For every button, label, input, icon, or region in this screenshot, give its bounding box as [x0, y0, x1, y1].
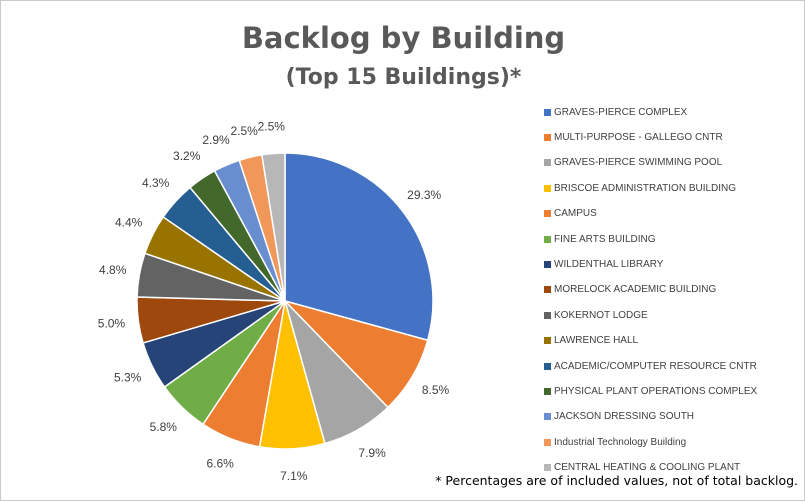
- legend-item: PHYSICAL PLANT OPERATIONS COMPLEX: [544, 384, 757, 398]
- legend-swatch: [544, 464, 551, 472]
- legend-label: BRISCOE ADMINISTRATION BUILDING: [554, 182, 737, 194]
- legend-item: MULTI-PURPOSE - GALLEGO CNTR: [544, 130, 723, 144]
- slice-data-label: 2.9%: [202, 133, 230, 147]
- chart-title: Backlog by Building: [241, 21, 566, 55]
- legend-swatch: [544, 362, 551, 370]
- legend-item: ACADEMIC/COMPUTER RESOURCE CNTR: [544, 359, 757, 373]
- legend-swatch: [544, 286, 551, 294]
- legend-swatch: [544, 184, 551, 192]
- legend-swatch: [544, 260, 551, 268]
- legend-label: MORELOCK ACADEMIC BUILDING: [554, 284, 717, 296]
- legend-swatch: [544, 133, 551, 141]
- legend-label: WILDENTHAL LIBRARY: [554, 258, 664, 270]
- legend-swatch: [544, 438, 551, 446]
- slice-data-label: 4.4%: [115, 215, 143, 229]
- chart-subtitle: (Top 15 Buildings)*: [285, 65, 522, 90]
- legend-label: ACADEMIC/COMPUTER RESOURCE CNTR: [554, 360, 757, 372]
- legend-item: MORELOCK ACADEMIC BUILDING: [544, 283, 716, 297]
- legend-item: WILDENTHAL LIBRARY: [544, 257, 663, 271]
- slice-data-label: 29.3%: [407, 188, 441, 202]
- legend-swatch: [544, 337, 551, 345]
- slice-data-label: 5.8%: [150, 420, 178, 434]
- legend-item: KOKERNOT LODGE: [544, 308, 648, 322]
- legend-label: JACKSON DRESSING SOUTH: [554, 411, 695, 423]
- legend-item: Industrial Technology Building: [544, 435, 686, 449]
- legend-label: GRAVES-PIERCE SWIMMING POOL: [554, 157, 723, 169]
- slice-data-label: 7.9%: [358, 446, 386, 460]
- slice-data-label: 7.1%: [280, 469, 308, 483]
- pie-slice-15: [261, 152, 286, 302]
- legend-label: LAWRENCE HALL: [554, 335, 639, 347]
- legend-item: GRAVES-PIERCE SWIMMING POOL: [544, 156, 722, 170]
- slice-data-label: 5.0%: [98, 317, 126, 331]
- legend-label: Industrial Technology Building: [554, 436, 687, 448]
- legend-item: BRISCOE ADMINISTRATION BUILDING: [544, 181, 736, 195]
- legend-label: KOKERNOT LODGE: [554, 309, 648, 321]
- legend-item: JACKSON DRESSING SOUTH: [544, 410, 694, 424]
- legend-swatch: [544, 387, 551, 395]
- legend-swatch: [544, 311, 551, 319]
- legend-item: LAWRENCE HALL: [544, 334, 638, 348]
- legend-item: FINE ARTS BUILDING: [544, 232, 656, 246]
- legend-swatch: [544, 235, 551, 243]
- legend-item: GRAVES-PIERCE COMPLEX: [544, 105, 687, 119]
- chart-footnote: * Percentages are of included values, no…: [435, 473, 798, 488]
- legend-swatch: [544, 159, 551, 167]
- slice-data-label: 2.5%: [231, 124, 259, 138]
- slice-data-label: 4.3%: [142, 176, 170, 190]
- legend-item: CENTRAL HEATING & COOLING PLANT: [544, 461, 740, 475]
- legend-swatch: [544, 413, 551, 421]
- legend-swatch: [544, 108, 551, 116]
- legend-label: CENTRAL HEATING & COOLING PLANT: [554, 462, 741, 474]
- legend-label: GRAVES-PIERCE COMPLEX: [554, 106, 688, 118]
- legend-swatch: [544, 210, 551, 218]
- legend-label: MULTI-PURPOSE - GALLEGO CNTR: [554, 131, 723, 143]
- slice-data-label: 8.5%: [422, 383, 450, 397]
- slice-data-label: 3.2%: [173, 149, 201, 163]
- slice-data-label: 4.8%: [99, 263, 127, 277]
- legend-label: PHYSICAL PLANT OPERATIONS COMPLEX: [554, 385, 758, 397]
- slice-data-label: 6.6%: [206, 457, 234, 471]
- legend-label: CAMPUS: [554, 208, 597, 220]
- slice-data-label: 2.5%: [258, 120, 286, 134]
- legend-label: FINE ARTS BUILDING: [554, 233, 656, 245]
- pie-slice-1: [284, 152, 434, 342]
- slice-data-label: 5.3%: [114, 371, 142, 385]
- legend-item: CAMPUS: [544, 207, 597, 221]
